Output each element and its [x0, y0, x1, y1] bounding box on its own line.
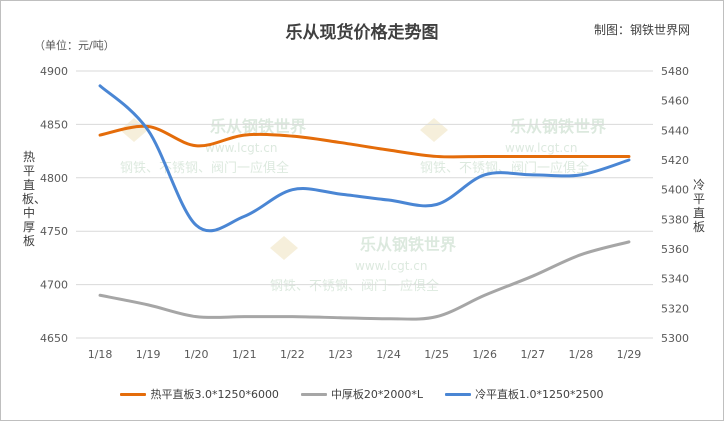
y-left-tick-label: 4700 [40, 279, 68, 292]
y-right-tick-label: 5360 [661, 243, 689, 256]
watermark: 乐从钢铁世界 www.lcgt.cn 钢铁、不锈钢、阀门一应俱全 [270, 235, 456, 294]
y-left-tick-label: 4800 [40, 172, 68, 185]
watermark-tagline: 钢铁、不锈钢、阀门一应俱全 [270, 278, 439, 294]
y-right-tick-label: 5440 [661, 124, 689, 137]
x-tick-label: 1/20 [184, 348, 209, 361]
chart-source: 制图：钢铁世界网 [593, 23, 690, 37]
x-tick-label: 1/19 [136, 348, 161, 361]
legend-label: 冷平直板1.0*1250*2500 [475, 388, 604, 401]
y-right-tick-label: 5340 [661, 273, 689, 286]
legend-item: 中厚板20*2000*L [300, 386, 424, 402]
y-left-tick-label: 4650 [40, 332, 68, 345]
series-hot-rolled-line [98, 124, 631, 159]
watermark: 乐从钢铁世界 www.lcgt.cn 钢铁、不锈钢、阀门一应俱全 [420, 117, 606, 176]
watermark: 乐从钢铁世界 www.lcgt.cn 钢铁、不锈钢、阀门一应俱全 [120, 117, 306, 176]
watermark-tagline: 钢铁、不锈钢、阀门一应俱全 [420, 160, 589, 176]
watermark-url: www.lcgt.cn [355, 259, 427, 273]
legend-label: 中厚板20*2000*L [330, 388, 424, 401]
legend-label: 热平直板3.0*1250*6000 [150, 388, 279, 401]
x-tick-label: 1/21 [232, 348, 257, 361]
y-right-tick-label: 5420 [661, 154, 689, 167]
tick-labels: 4650 4700 4750 4800 4850 4900 5300 5320 5340 5360… [40, 65, 689, 361]
series-layer [98, 84, 631, 321]
watermark-url: www.lcgt.cn [205, 141, 277, 155]
y-left-tick-label: 4900 [40, 65, 68, 78]
legend-swatch [445, 392, 472, 396]
watermark-logo-icon [420, 118, 448, 142]
y-right-tick-label: 5380 [661, 213, 689, 226]
unit-label: （单位：元/吨） [34, 39, 115, 52]
watermark-logo-icon [270, 236, 298, 260]
watermark-layer: 乐从钢铁世界www.lcgt.cn钢铁、不锈钢、阀门一应俱全乐从钢铁世界www.… [120, 117, 606, 294]
x-tick-label: 1/27 [520, 348, 545, 361]
legend-swatch [300, 392, 327, 396]
legend-swatch [120, 392, 147, 396]
watermark-tagline: 钢铁、不锈钢、阀门一应俱全 [120, 160, 289, 176]
y-right-tick-label: 5300 [661, 332, 689, 345]
x-tick-label: 1/25 [424, 348, 449, 361]
y-axis-right-label: 冷平直板 [692, 178, 705, 234]
x-tick-label: 1/29 [617, 348, 642, 361]
watermark-brand: 乐从钢铁世界 [510, 117, 606, 136]
x-tick-label: 1/26 [472, 348, 497, 361]
watermark-brand: 乐从钢铁世界 [360, 235, 456, 254]
x-tick-label: 1/23 [328, 348, 353, 361]
x-tick-label: 1/24 [376, 348, 401, 361]
y-left-tick-label: 4750 [40, 225, 68, 238]
y-right-tick-label: 5400 [661, 184, 689, 197]
chart-title: 乐从现货价格走势图 [285, 23, 439, 43]
y-right-tick-label: 5320 [661, 302, 689, 315]
series-cold-rolled-line [98, 84, 631, 233]
x-tick-label: 1/22 [280, 348, 305, 361]
y-left-tick-label: 4850 [40, 118, 68, 131]
watermark-url: www.lcgt.cn [505, 141, 577, 155]
x-tick-label: 1/28 [569, 348, 594, 361]
legend-item: 冷平直板1.0*1250*2500 [445, 386, 604, 402]
legend: 热平直板3.0*1250*6000 中厚板20*2000*L 冷平直板1.0*125… [0, 386, 724, 402]
legend-item: 热平直板3.0*1250*6000 [120, 386, 279, 402]
gridlines [76, 70, 653, 339]
y-right-tick-label: 5460 [661, 95, 689, 108]
series-medium-plate-line [98, 240, 631, 321]
watermark-brand: 乐从钢铁世界 [210, 117, 306, 136]
y-right-tick-label: 5480 [661, 65, 689, 78]
x-tick-label: 1/18 [88, 348, 113, 361]
